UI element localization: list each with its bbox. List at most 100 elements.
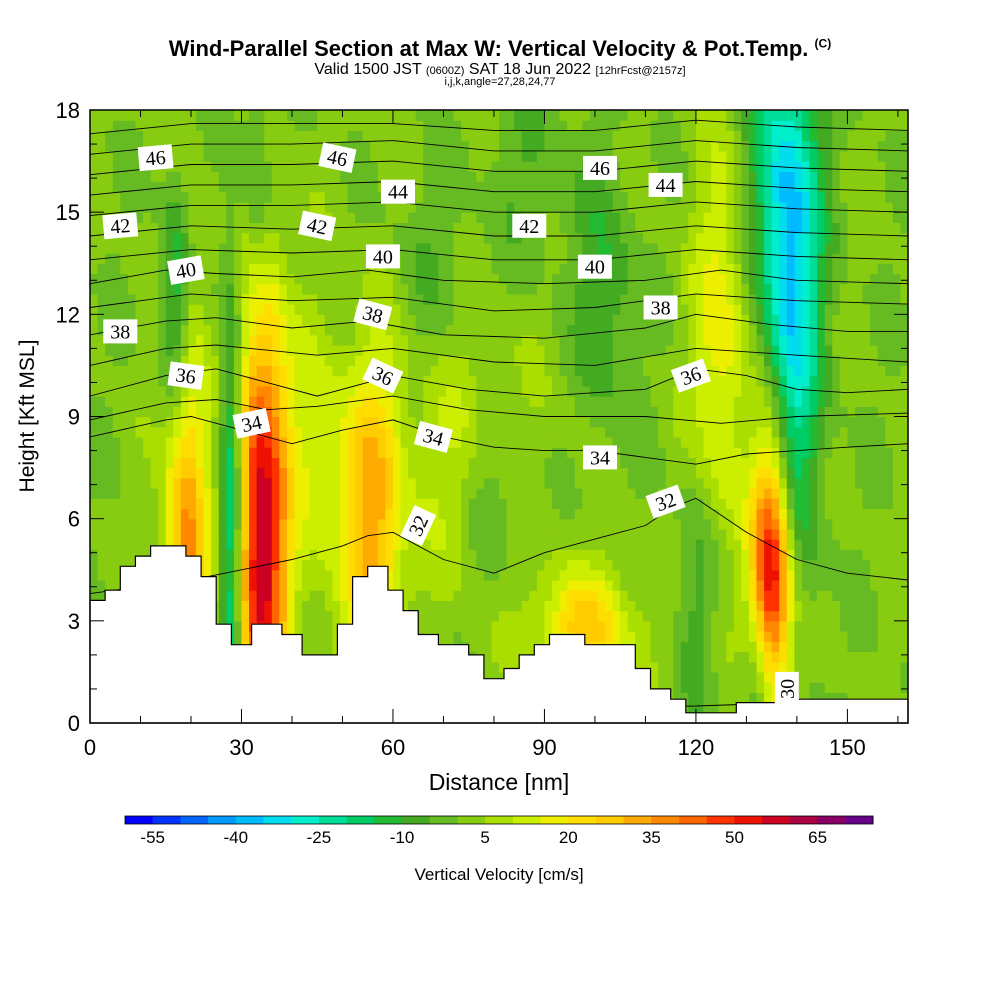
field-cell <box>665 528 674 540</box>
field-cell <box>839 416 848 428</box>
field-cell <box>688 447 697 458</box>
field-cell <box>726 528 735 540</box>
field-cell <box>521 569 530 581</box>
field-cell <box>377 467 386 479</box>
field-cell <box>877 651 886 663</box>
field-cell <box>249 528 258 540</box>
field-cell <box>362 447 371 458</box>
field-cell <box>756 426 765 438</box>
field-cell <box>173 426 182 438</box>
field-cell <box>695 447 705 458</box>
field-cell <box>241 549 250 561</box>
field-cell <box>127 498 137 510</box>
field-cell <box>279 263 288 275</box>
field-cell <box>347 508 356 520</box>
field-cell <box>620 620 629 632</box>
field-cell <box>105 375 114 387</box>
field-cell <box>226 477 235 489</box>
field-cell <box>756 539 765 550</box>
field-cell <box>370 539 379 550</box>
field-cell <box>567 569 576 581</box>
field-cell <box>605 518 614 530</box>
field-cell <box>279 375 288 387</box>
field-cell <box>574 375 583 387</box>
field-cell <box>196 467 205 479</box>
field-cell <box>90 539 99 550</box>
field-cell <box>839 528 848 540</box>
field-cell <box>559 365 568 377</box>
field-cell <box>392 396 402 407</box>
field-cell <box>870 631 879 642</box>
field-cell <box>650 549 659 561</box>
field-cell <box>801 304 811 315</box>
field-cell <box>870 682 879 693</box>
field-cell <box>294 508 303 520</box>
field-cell <box>347 610 356 622</box>
field-cell <box>756 385 765 397</box>
field-cell <box>158 334 167 346</box>
field-cell <box>703 579 712 591</box>
field-cell <box>748 661 758 673</box>
field-cell <box>332 365 341 377</box>
field-cell <box>642 406 652 418</box>
field-cell <box>294 590 303 601</box>
field-cell <box>680 518 689 530</box>
field-cell <box>514 324 523 336</box>
field-cell <box>733 406 742 418</box>
field-cell <box>741 528 750 540</box>
field-cell <box>529 467 538 479</box>
field-cell <box>642 385 652 397</box>
field-cell <box>483 477 493 489</box>
field-cell <box>203 436 212 448</box>
field-cell <box>839 324 848 336</box>
field-cell <box>317 436 326 448</box>
field-cell <box>673 467 682 479</box>
field-cell <box>688 651 697 663</box>
field-cell <box>317 467 326 479</box>
field-cell <box>400 467 409 479</box>
field-cell <box>332 375 341 387</box>
field-cell <box>658 375 667 387</box>
field-cell <box>233 508 243 520</box>
field-cell <box>794 375 803 387</box>
field-cell <box>286 344 296 356</box>
field-cell <box>877 263 886 275</box>
field-cell <box>173 436 182 448</box>
field-cell <box>514 600 523 612</box>
field-cell <box>801 682 811 693</box>
field-cell <box>786 498 795 510</box>
field-cell <box>817 569 826 581</box>
field-cell <box>400 334 409 346</box>
field-cell <box>180 324 190 336</box>
field-cell <box>90 549 99 561</box>
field-cell <box>635 365 644 377</box>
field-cell <box>597 416 606 428</box>
field-cell <box>218 447 227 458</box>
field-cell <box>499 651 508 663</box>
field-cell <box>620 498 629 510</box>
field-cell <box>105 344 114 356</box>
field-cell <box>665 559 674 571</box>
field-cell <box>491 426 500 438</box>
field-cell <box>218 253 227 264</box>
field-cell <box>817 508 826 520</box>
field-cell <box>521 610 530 622</box>
field-cell <box>703 539 712 550</box>
field-cell <box>536 293 546 305</box>
field-cell <box>582 273 591 285</box>
field-cell <box>279 559 288 571</box>
field-cell <box>370 436 379 448</box>
field-cell <box>748 651 758 663</box>
field-cell <box>544 600 553 612</box>
field-cell <box>726 365 735 377</box>
field-cell <box>764 569 773 581</box>
field-cell <box>552 304 561 315</box>
field-cell <box>339 528 349 540</box>
field-cell <box>385 426 394 438</box>
field-cell <box>491 344 500 356</box>
field-cell <box>286 447 296 458</box>
field-cell <box>362 559 371 571</box>
field-cell <box>741 518 750 530</box>
field-cell <box>143 436 152 448</box>
field-cell <box>491 610 500 622</box>
